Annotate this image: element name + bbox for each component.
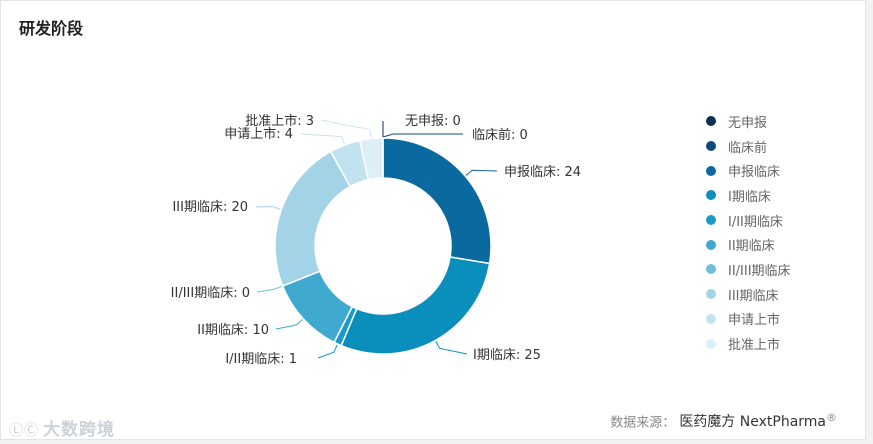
legend-item-3[interactable]: 申报临床 [706,158,791,183]
leader-line-10 [320,119,372,138]
legend-dot-icon [706,141,716,152]
leader-line-8 [255,206,281,210]
leader-line-5 [317,344,338,359]
legend-dot-icon [706,215,716,226]
legend-item-5[interactable]: I/II期临床 [706,208,791,233]
slice-3[interactable] [382,137,492,265]
legend-dot-icon [706,264,716,275]
leader-line-7 [256,285,282,293]
chart-legend: 无申报临床前申报临床 I期临床 I/II期临床 II期临床 II/III期临床 III期临… [706,109,791,356]
slice-4[interactable] [340,256,491,355]
legend-dot-icon [706,289,716,300]
source-name: 医药魔方 NextPharma [679,414,826,431]
legend-item-7[interactable]: II/III期临床 [706,257,791,282]
legend-label: III期临床 [728,288,779,304]
leader-line-3 [465,169,498,176]
legend-item-4[interactable]: I期临床 [706,183,791,208]
watermark-logo-icon: ⓁⒸ [9,423,39,439]
legend-dot-icon [706,116,716,127]
data-label-10: 批准上市: 3 [245,113,314,129]
legend-label: II/III期临床 [728,263,791,279]
leader-line-4 [435,341,468,355]
legend-dot-icon [706,190,716,201]
legend-item-10[interactable]: 批准上市 [706,331,791,356]
legend-dot-icon [706,239,716,250]
registered-mark: ® [826,411,837,424]
legend-label: 申请上市 [728,313,781,329]
legend-label: II期临床 [728,239,775,255]
legend-item-2[interactable]: 临床前 [706,134,791,159]
slice-10[interactable] [358,137,384,181]
legend-item-8[interactable]: III期临床 [706,282,791,307]
data-label-8: III期临床: 20 [172,200,248,215]
data-label-3: 申报临床: 24 [504,165,581,180]
data-label-4: I期临床: 25 [473,348,541,363]
legend-dot-icon [706,165,716,176]
source-label: 数据来源： [610,415,676,431]
chart-title: 研发阶段 [19,19,84,38]
legend-item-6[interactable]: II期临床 [706,232,791,257]
data-label-2: 临床前: 0 [472,127,528,143]
data-label-6: II期临床: 10 [197,323,269,338]
data-label-9: 申请上市: 4 [224,126,293,142]
legend-dot-icon [706,313,716,324]
legend-label: 申报临床 [728,165,781,181]
watermark-text: 大数跨境 [43,420,115,440]
leader-line-9 [300,133,345,145]
legend-label: 批准上市 [728,338,781,354]
source-note: 数据来源： 医药魔方 NextPharma® [610,411,837,431]
slice-8[interactable] [274,150,352,287]
data-label-5: I/II期临床: 1 [225,352,297,367]
leader-line-6 [275,319,303,330]
watermark: ⓁⒸ 大数跨境 [9,415,115,440]
legend-dot-icon [706,338,716,349]
legend-label: I期临床 [728,189,771,205]
leader-line-2 [382,133,463,138]
legend-label: 无申报 [728,115,768,131]
data-label-1: 无申报: 0 [405,114,461,129]
legend-label: I/II期临床 [728,214,783,230]
data-label-7: II/III期临床: 0 [171,286,250,301]
legend-item-1[interactable]: 无申报 [706,109,791,134]
legend-label: 临床前 [728,140,768,156]
legend-item-9[interactable]: 申请上市 [706,307,791,332]
